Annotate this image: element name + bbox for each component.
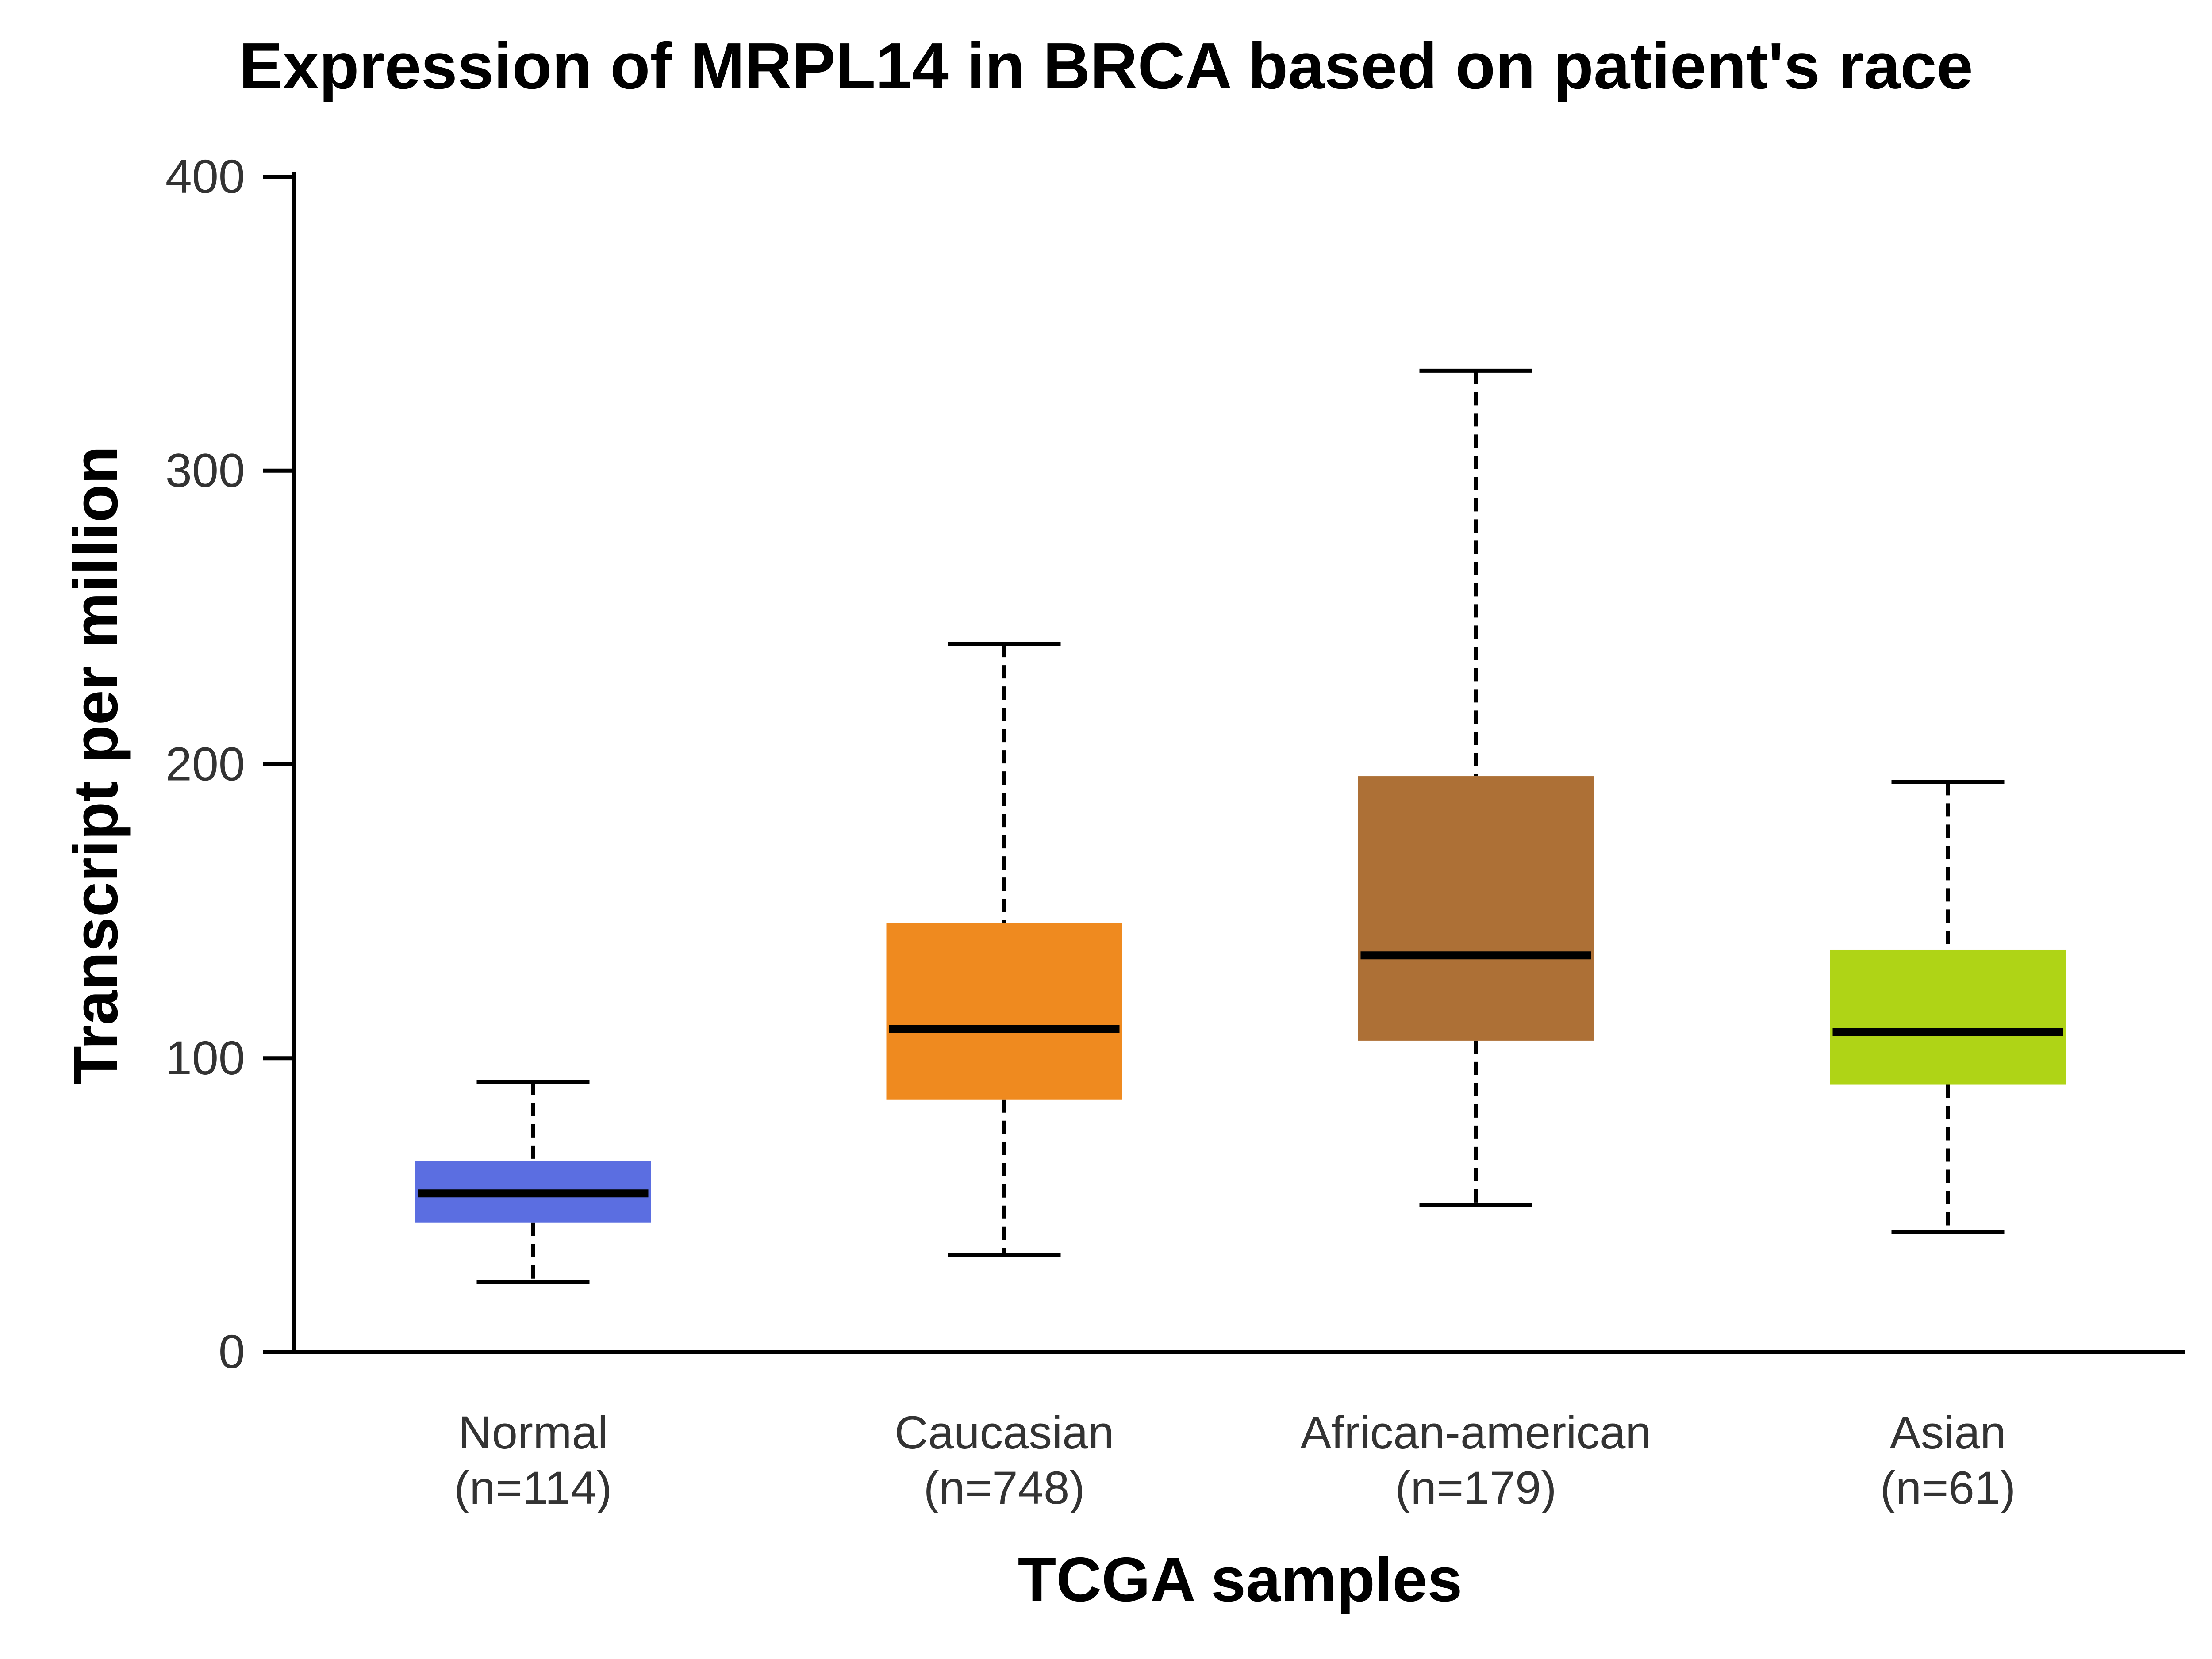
chart-title: Expression of MRPL14 in BRCA based on pa… [239,30,1973,103]
x-category-count: (n=748) [924,1462,1085,1514]
x-category-label: African-american [1300,1407,1651,1459]
iqr-box [1358,776,1594,1041]
x-category-count: (n=179) [1395,1462,1557,1514]
box-caucasian [886,642,1122,1257]
x-category-count: (n=114) [454,1462,612,1514]
y-tick-label: 400 [165,149,245,203]
x-category-label: Asian [1890,1407,2006,1459]
x-axis-label: TCGA samples [1018,1544,1463,1615]
x-category-label: Caucasian [895,1407,1114,1459]
y-tick-label: 200 [165,737,245,791]
x-category-label: Normal [458,1407,608,1459]
iqr-box [886,923,1122,1100]
box-african-american [1358,368,1594,1207]
iqr-box [1830,949,2066,1085]
x-category-count: (n=61) [1880,1462,2016,1514]
y-tick-label: 300 [165,443,245,497]
y-tick-label: 0 [219,1325,245,1378]
box-asian [1830,780,2066,1234]
y-axis-ticks: 0 100 200 300 400 [165,149,294,1378]
x-axis-category-labels: Normal(n=114) Caucasian(n=748) African-ame… [454,1407,2016,1514]
box-normal [415,1080,651,1284]
box-series [415,368,2066,1284]
y-tick-label: 100 [165,1031,245,1084]
y-axis-label: Transcript per million [61,446,131,1084]
